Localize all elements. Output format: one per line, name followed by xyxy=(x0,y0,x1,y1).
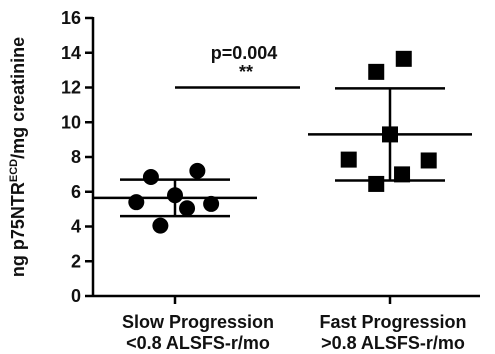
y-tick-label: 10 xyxy=(61,112,81,132)
category-label-fast-line1: Fast Progression xyxy=(319,312,466,332)
y-tick-label: 2 xyxy=(71,251,81,271)
significance-stars: ** xyxy=(239,62,253,82)
data-point-square xyxy=(394,166,410,182)
y-axis-label: ng p75NTRECD/mg creatinine xyxy=(8,37,28,277)
data-point-square xyxy=(368,64,384,80)
data-point-square xyxy=(396,51,412,67)
data-point-circle xyxy=(179,200,195,216)
category-label-slow-line2: <0.8 ALSFS-r/mo xyxy=(126,333,270,353)
y-tick-label: 12 xyxy=(61,78,81,98)
category-label-fast-line2: >0.8 ALSFS-r/mo xyxy=(321,333,465,353)
data-marks xyxy=(93,51,472,234)
data-point-circle xyxy=(167,187,183,203)
y-axis-label-suffix: /mg creatinine xyxy=(8,37,28,159)
y-tick-label: 8 xyxy=(71,147,81,167)
data-point-square xyxy=(421,152,437,168)
data-point-circle xyxy=(143,169,159,185)
significance-p-value: p=0.004 xyxy=(211,43,278,63)
data-point-circle xyxy=(203,196,219,212)
y-tick-label: 6 xyxy=(71,182,81,202)
data-point-square xyxy=(341,152,357,168)
data-point-square xyxy=(382,126,398,142)
y-tick-label: 16 xyxy=(61,8,81,28)
data-point-square xyxy=(368,176,384,192)
y-axis-label-superscript: ECD xyxy=(8,159,20,182)
y-axis-label-main: ng p75NTR xyxy=(8,182,28,277)
data-point-circle xyxy=(152,218,168,234)
category-label-slow-line1: Slow Progression xyxy=(122,312,274,332)
y-tick-label: 4 xyxy=(71,217,81,237)
y-tick-label: 0 xyxy=(71,286,81,306)
data-point-circle xyxy=(128,194,144,210)
data-point-circle xyxy=(189,163,205,179)
y-tick-label: 14 xyxy=(61,43,81,63)
